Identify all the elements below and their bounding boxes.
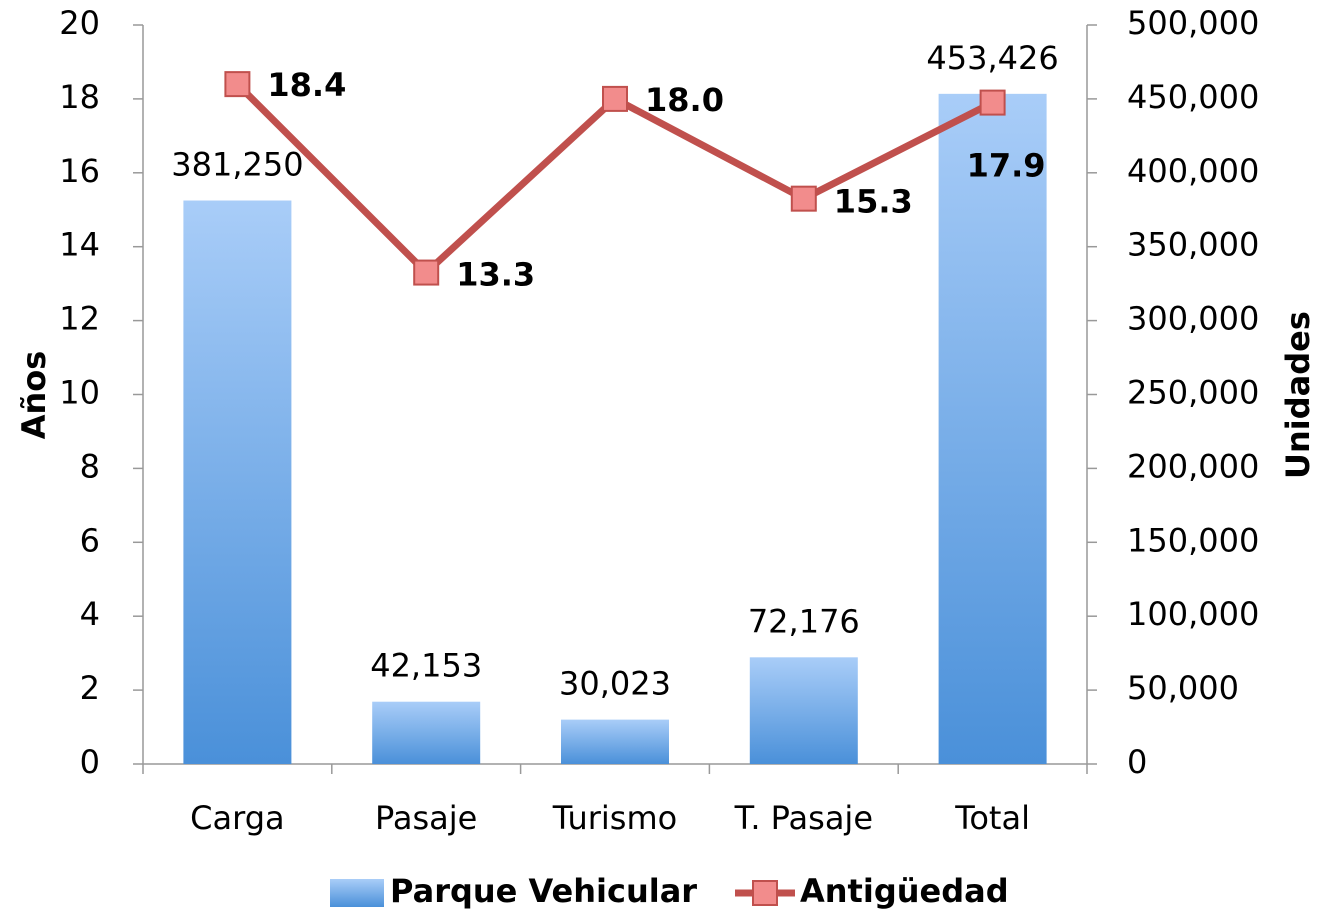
y-tick-label: 8 bbox=[80, 447, 100, 485]
bar-label: 381,250 bbox=[171, 146, 303, 184]
line-marker bbox=[224, 71, 251, 98]
y-tick-label: 10 bbox=[59, 374, 100, 412]
bar-label: 453,426 bbox=[926, 39, 1058, 77]
y2-tick-label: 100,000 bbox=[1127, 595, 1259, 633]
y-tick-label: 14 bbox=[59, 226, 100, 264]
line-marker bbox=[790, 185, 817, 212]
legend-label: Antigüedad bbox=[800, 872, 1009, 910]
line-marker bbox=[979, 89, 1006, 116]
legend-swatch bbox=[330, 879, 384, 907]
bar bbox=[749, 657, 858, 764]
line-marker bbox=[602, 85, 628, 112]
y2-tick-label: 350,000 bbox=[1127, 226, 1259, 264]
y2-tick-label: 400,000 bbox=[1127, 152, 1259, 190]
y2-tick-label: 250,000 bbox=[1127, 374, 1259, 412]
line-label: 18.0 bbox=[645, 81, 724, 119]
y-axis-label: Años bbox=[15, 351, 53, 440]
y2-tick-label: 500,000 bbox=[1127, 4, 1259, 42]
y-tick-label: 16 bbox=[59, 152, 100, 190]
bar-label: 30,023 bbox=[559, 665, 671, 703]
y-tick-label: 2 bbox=[80, 669, 100, 707]
line-label: 15.3 bbox=[834, 183, 913, 221]
bar bbox=[561, 719, 669, 764]
bar-label: 42,153 bbox=[370, 647, 482, 685]
y2-tick-label: 300,000 bbox=[1127, 300, 1259, 338]
line-label: 17.9 bbox=[967, 147, 1046, 185]
bar bbox=[183, 200, 292, 764]
x-tick-label: Turismo bbox=[552, 799, 677, 837]
line-label: 13.3 bbox=[456, 256, 535, 294]
line-marker bbox=[413, 259, 440, 286]
y2-tick-label: 150,000 bbox=[1127, 521, 1259, 559]
legend-label: Parque Vehicular bbox=[390, 872, 697, 910]
y2-tick-label: 0 bbox=[1127, 743, 1147, 781]
bar bbox=[372, 701, 481, 764]
y-tick-label: 4 bbox=[80, 595, 100, 633]
legend-marker bbox=[752, 880, 778, 906]
y-tick-label: 18 bbox=[59, 78, 100, 116]
bar-label: 72,176 bbox=[748, 602, 860, 640]
y-tick-label: 12 bbox=[59, 300, 100, 338]
line-label: 18.4 bbox=[267, 66, 346, 104]
x-tick-label: Total bbox=[954, 799, 1030, 837]
bar bbox=[938, 93, 1047, 765]
y-tick-label: 20 bbox=[59, 4, 100, 42]
x-tick-label: Pasaje bbox=[375, 799, 477, 837]
y2-tick-label: 200,000 bbox=[1127, 447, 1259, 485]
x-tick-label: T. Pasaje bbox=[734, 799, 873, 837]
y2-axis-label: Unidades bbox=[1279, 311, 1317, 479]
y2-tick-label: 50,000 bbox=[1127, 669, 1239, 707]
line bbox=[234, 81, 995, 278]
y2-tick-label: 450,000 bbox=[1127, 78, 1259, 116]
y-tick-label: 0 bbox=[80, 743, 100, 781]
y-tick-label: 6 bbox=[80, 521, 100, 559]
x-tick-label: Carga bbox=[190, 799, 284, 837]
